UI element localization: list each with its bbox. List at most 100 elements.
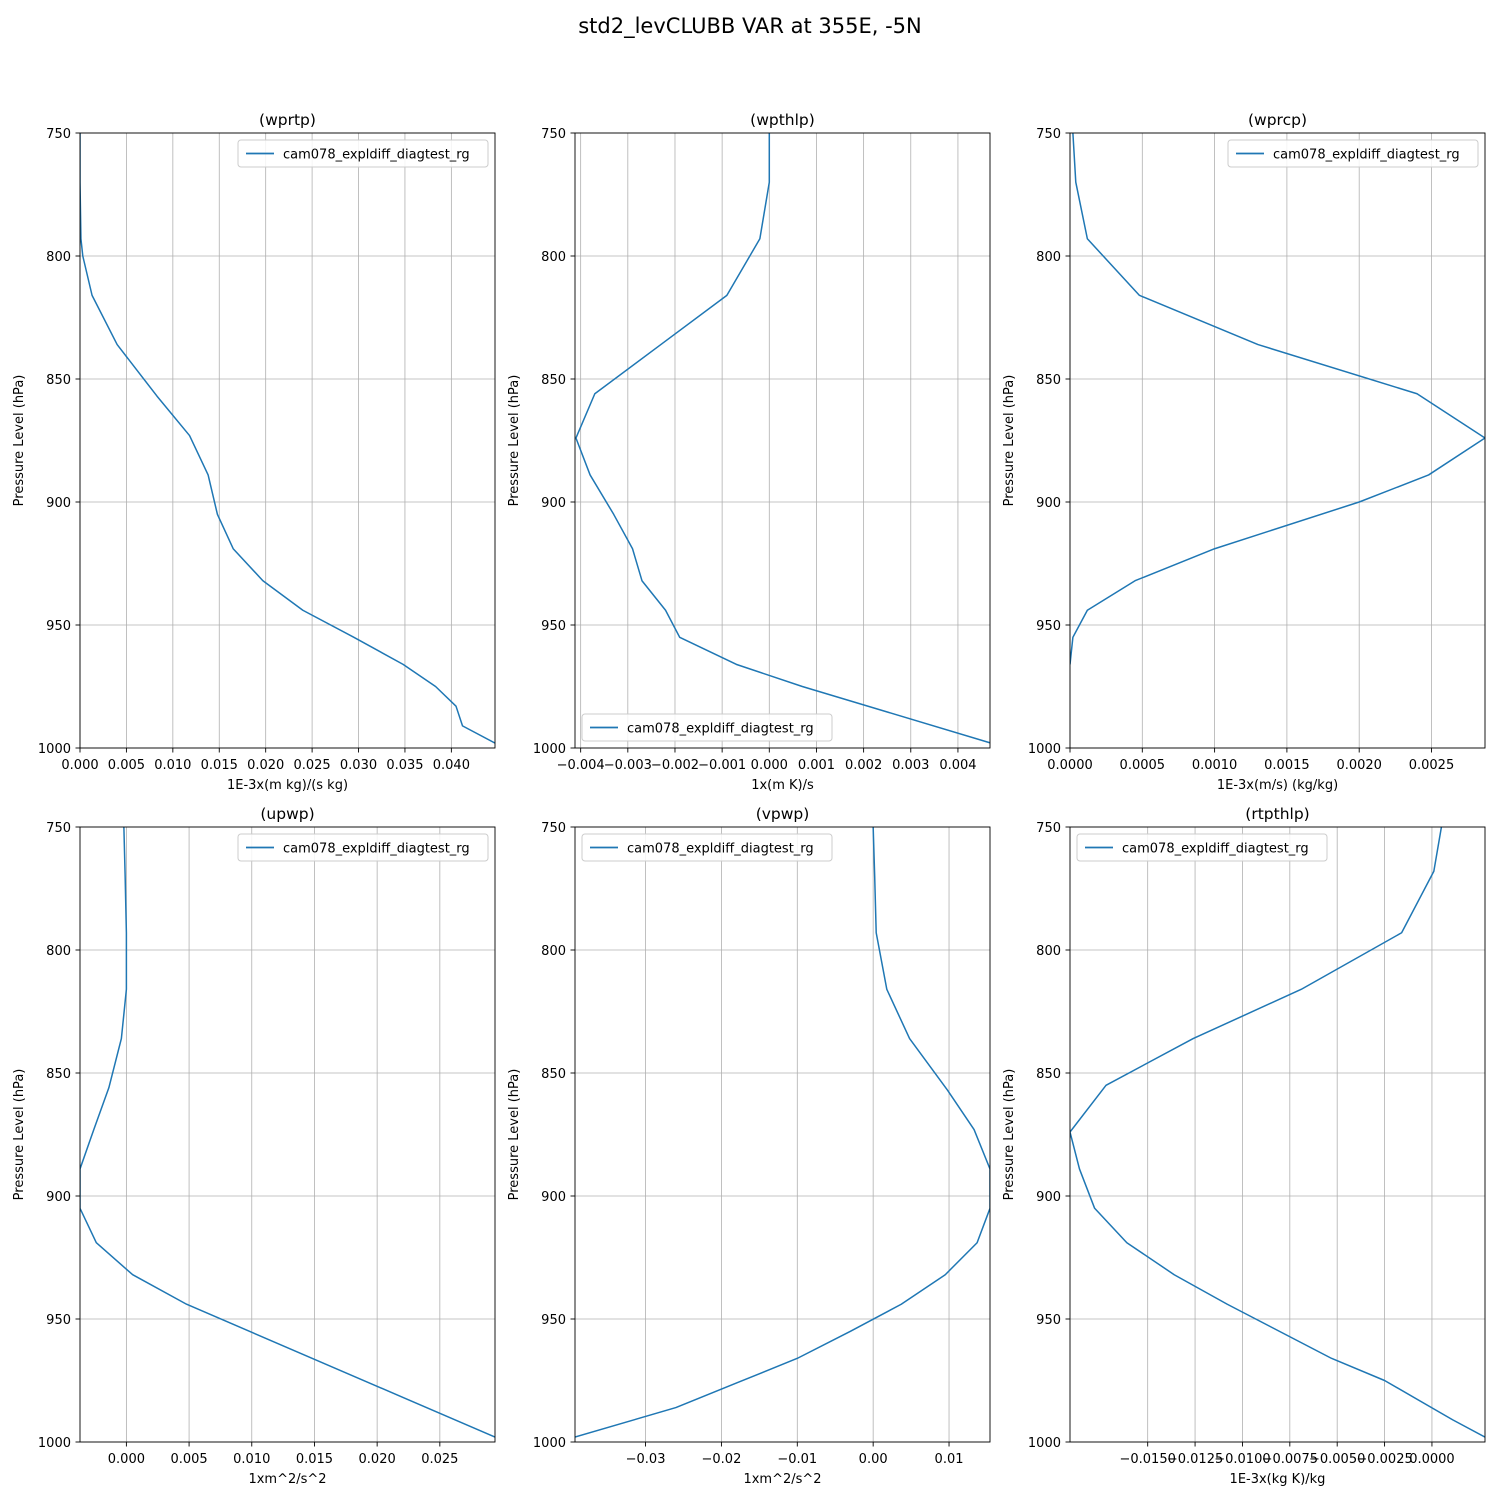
legend-box [237, 139, 489, 168]
x-tick-label: 0.005 [170, 1452, 207, 1467]
x-tick-label: 0.025 [293, 758, 330, 773]
subplot-6: −0.0150−0.0125−0.0100−0.0075−0.0050−0.00… [1002, 805, 1486, 1487]
y-tick-label: 800 [46, 944, 71, 959]
y-tick-label: 850 [541, 373, 566, 388]
subplot-title: (rtpthlp) [1245, 805, 1309, 823]
x-tick-label: 0.002 [845, 758, 882, 773]
axes-frame [574, 826, 991, 1443]
subplot-title: (upwp) [260, 805, 314, 823]
x-axis-label: 1E-3x(m kg)/(s kg) [227, 778, 348, 793]
x-axis-label: 1xm^2/s^2 [248, 1472, 326, 1487]
y-tick-label: 950 [541, 1313, 566, 1328]
y-tick-label: 1000 [38, 742, 71, 757]
y-tick-label: 950 [46, 619, 71, 634]
x-tick-label: 0.035 [386, 758, 423, 773]
legend: cam078_expldiff_diagtest_rg [581, 713, 833, 742]
x-axis-label: 1E-3x(m/s) (kg/kg) [1217, 778, 1338, 793]
y-tick-label: 1000 [533, 742, 566, 757]
subplot-title: (wpthlp) [750, 111, 815, 129]
series-line [80, 827, 495, 1438]
x-tick-label: 0.015 [201, 758, 238, 773]
series-line [575, 133, 990, 744]
y-axis-label: Pressure Level (hPa) [12, 1069, 27, 1201]
y-tick-label: 750 [1036, 127, 1061, 142]
subplot-5: −0.03 −0.02 −0.01 0.00 0.01 750 800 850 900 950 10… [507, 805, 991, 1487]
y-tick-label: 950 [46, 1313, 71, 1328]
legend-label: cam078_expldiff_diagtest_rg [1273, 148, 1460, 163]
y-tick-label: 1000 [533, 1436, 566, 1451]
y-tick-label: 750 [1036, 821, 1061, 836]
x-tick-label: 0.0000 [1409, 1452, 1455, 1467]
figure-title: std2_levCLUBB VAR at 355E, -5N [578, 14, 922, 38]
x-tick-label: −0.0125 [1167, 1452, 1223, 1467]
y-tick-label: 950 [541, 619, 566, 634]
y-tick-label: 900 [46, 1190, 71, 1205]
legend-label: cam078_expldiff_diagtest_rg [1122, 842, 1309, 857]
legend-box [1227, 139, 1479, 168]
y-tick-label: 850 [1036, 373, 1061, 388]
subplot-1: 0.000 0.005 0.010 0.015 0.020 0.025 0.030 0.035… [12, 111, 496, 793]
legend-box [1076, 833, 1328, 862]
subplot-title: (vpwp) [756, 805, 810, 823]
x-tick-label: 0.00 [859, 1452, 888, 1467]
y-tick-label: 950 [1036, 1313, 1061, 1328]
y-tick-label: 750 [541, 127, 566, 142]
y-tick-label: 850 [46, 373, 71, 388]
axes-frame [1069, 132, 1486, 749]
x-tick-label: 0.000 [61, 758, 98, 773]
y-tick-label: 900 [1036, 496, 1061, 511]
y-tick-label: 850 [1036, 1067, 1061, 1082]
y-axis-label: Pressure Level (hPa) [1002, 1069, 1017, 1201]
legend: cam078_expldiff_diagtest_rg [1076, 833, 1328, 862]
x-tick-label: 0.0015 [1264, 758, 1310, 773]
y-tick-label: 750 [46, 127, 71, 142]
y-tick-label: 850 [46, 1067, 71, 1082]
y-tick-label: 800 [46, 250, 71, 265]
x-tick-label: −0.001 [698, 758, 746, 773]
y-tick-label: 900 [46, 496, 71, 511]
series-line [575, 827, 990, 1438]
legend-label: cam078_expldiff_diagtest_rg [627, 722, 814, 737]
y-tick-label: 1000 [1028, 1436, 1061, 1451]
x-tick-label: −0.003 [604, 758, 652, 773]
x-tick-label: 0.0005 [1120, 758, 1166, 773]
axes-frame [574, 132, 991, 749]
x-tick-label: 0.004 [939, 758, 976, 773]
x-tick-label: −0.0150 [1119, 1452, 1175, 1467]
x-tick-label: −0.0050 [1309, 1452, 1365, 1467]
subplot-4: 0.000 0.005 0.010 0.015 0.020 0.025 750 800 850 9… [12, 805, 496, 1487]
legend-label: cam078_expldiff_diagtest_rg [283, 842, 470, 857]
y-tick-label: 1000 [38, 1436, 71, 1451]
x-axis-label: 1xm^2/s^2 [743, 1472, 821, 1487]
y-tick-label: 850 [541, 1067, 566, 1082]
x-tick-label: 0.010 [233, 1452, 270, 1467]
series-line [80, 133, 495, 744]
subplot-title: (wprtp) [259, 111, 316, 129]
x-tick-label: 0.0010 [1192, 758, 1238, 773]
legend: cam078_expldiff_diagtest_rg [1227, 139, 1479, 168]
legend-label: cam078_expldiff_diagtest_rg [283, 148, 470, 163]
x-tick-label: 0.005 [108, 758, 145, 773]
y-tick-label: 800 [1036, 250, 1061, 265]
x-tick-label: 0.040 [433, 758, 470, 773]
x-tick-label: 0.000 [108, 1452, 145, 1467]
y-axis-label: Pressure Level (hPa) [507, 1069, 522, 1201]
legend-box [581, 833, 833, 862]
x-tick-label: −0.0025 [1356, 1452, 1412, 1467]
x-tick-label: −0.004 [557, 758, 605, 773]
legend: cam078_expldiff_diagtest_rg [237, 139, 489, 168]
y-axis-label: Pressure Level (hPa) [507, 375, 522, 507]
y-tick-label: 800 [541, 250, 566, 265]
x-axis-label: 1x(m K)/s [751, 778, 814, 793]
legend-label: cam078_expldiff_diagtest_rg [627, 842, 814, 857]
x-tick-label: 0.020 [359, 1452, 396, 1467]
x-tick-label: −0.03 [626, 1452, 666, 1467]
x-tick-label: −0.01 [777, 1452, 817, 1467]
x-axis-label: 1E-3x(kg K)/kg [1230, 1472, 1326, 1487]
series-line [1070, 133, 1485, 665]
legend: cam078_expldiff_diagtest_rg [237, 833, 489, 862]
x-tick-label: 0.0000 [1047, 758, 1093, 773]
y-tick-label: 800 [541, 944, 566, 959]
x-tick-label: 0.015 [296, 1452, 333, 1467]
y-tick-label: 1000 [1028, 742, 1061, 757]
